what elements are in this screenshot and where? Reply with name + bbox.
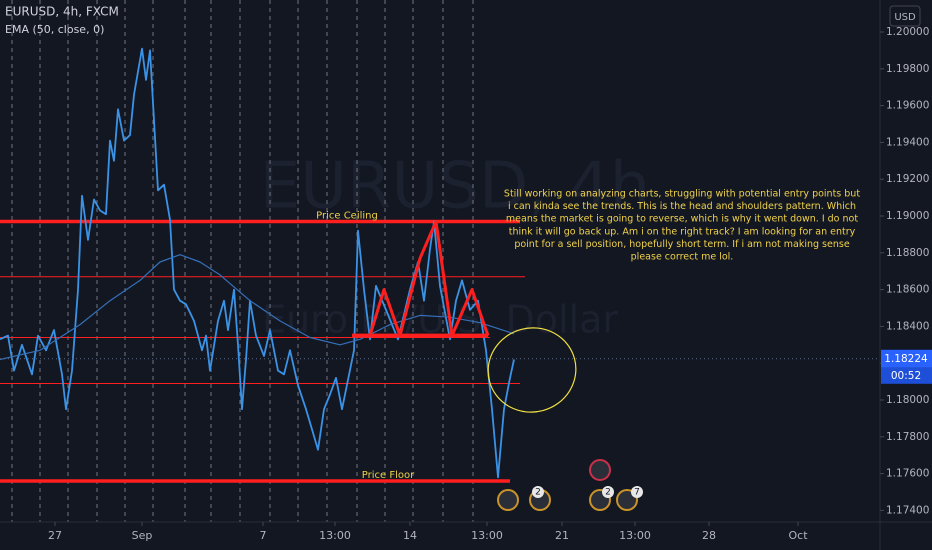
event-count: 2: [535, 488, 541, 498]
last-price-box: [881, 349, 932, 368]
indicator-label: EMA (50, close, 0): [5, 23, 104, 36]
countdown: 00:52: [891, 370, 921, 382]
event-count: 2: [605, 488, 611, 498]
x-tick-label: 13:00: [619, 529, 651, 542]
series-line: [0, 47, 515, 479]
event-icons: 2 2 7: [497, 459, 643, 511]
symbol-title: EURUSD, 4h, FXCM: [5, 5, 119, 19]
event-badge: [602, 486, 614, 498]
x-tick-label: Oct: [788, 529, 808, 542]
axes: 1.174001.176001.178001.180001.182001.184…: [48, 26, 932, 542]
y-tick-label: 1.20000: [886, 26, 929, 38]
series: [0, 47, 515, 479]
x-tick-label: 13:00: [471, 529, 503, 542]
x-tick-label: 13:00: [319, 529, 351, 542]
annotations: Still working on analyzing charts, strug…: [0, 189, 880, 360]
note-line: Still working on analyzing charts, strug…: [504, 189, 860, 200]
head-shoulders: [352, 220, 490, 338]
last-price-label: 1.18224: [884, 353, 928, 365]
note-line: please correct me lol.: [631, 252, 734, 263]
currency: USD: [894, 12, 916, 23]
event-count: 7: [634, 488, 640, 498]
note-line: point for a sell position, hopefully sho…: [514, 239, 850, 250]
note-line: i can kinda see the trends. This is the …: [508, 201, 856, 212]
event-badge: [532, 486, 544, 498]
level-label: Price Floor: [362, 470, 415, 481]
x-tick-label: 21: [555, 529, 569, 542]
series-line: [0, 254, 515, 361]
event-icon[interactable]: [589, 459, 611, 481]
y-tick-label: 1.19000: [886, 210, 929, 222]
y-tick-label: 1.17600: [886, 468, 929, 480]
x-tick-label: 14: [403, 529, 417, 542]
y-tick-label: 1.19800: [886, 63, 929, 75]
x-tick-label: 28: [702, 529, 716, 542]
y-tick-label: 1.18000: [886, 394, 929, 406]
y-tick-label: 1.17800: [886, 431, 929, 443]
highlight-ellipse: [487, 327, 577, 413]
currency-box[interactable]: [889, 5, 921, 27]
y-tick-label: 1.19600: [886, 100, 929, 112]
countdown-box: [881, 367, 932, 384]
event-icon[interactable]: [497, 489, 519, 511]
x-tick-label: Sep: [132, 529, 153, 542]
y-tick-label: 1.18600: [886, 284, 929, 296]
x-tick-label: 27: [48, 529, 62, 542]
y-tick-label: 1.17400: [886, 504, 929, 516]
time-axis: [0, 522, 880, 550]
y-tick-label: 1.19200: [886, 173, 929, 185]
note-line: means the market is going to reverse, wh…: [506, 214, 858, 225]
y-tick-label: 1.19400: [886, 136, 929, 148]
price-axis: [880, 0, 932, 550]
x-tick-label: 7: [260, 529, 267, 542]
level-label: Price Ceiling: [316, 211, 378, 222]
watermark: EURUSD, 4h: [260, 150, 650, 224]
session-lines: [11, 0, 474, 522]
y-tick-label: 1.18800: [886, 247, 929, 259]
note-line: think it will go back up. Am i on the ri…: [509, 226, 856, 237]
y-tick-label: 1.18400: [886, 320, 929, 332]
event-badge: [631, 486, 643, 498]
